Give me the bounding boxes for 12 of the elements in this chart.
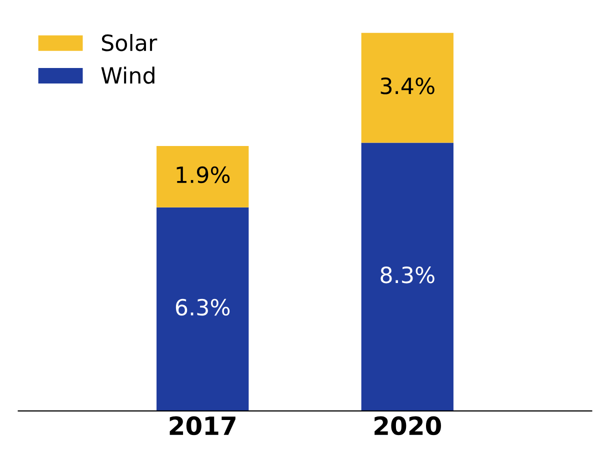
bar — [156, 146, 249, 208]
x-tick-label: 2017 — [170, 416, 236, 436]
bar — [156, 207, 249, 411]
data-label: 3.4% — [380, 77, 434, 94]
data-label: 8.3% — [380, 266, 434, 284]
legend-label: Solar — [102, 34, 158, 52]
bar — [361, 32, 454, 143]
data-label: 1.9% — [176, 166, 230, 184]
data-label: 6.3% — [176, 298, 230, 316]
x-tick-label: 2020 — [374, 416, 441, 436]
bar — [361, 142, 454, 411]
legend-label: Wind — [101, 66, 154, 84]
